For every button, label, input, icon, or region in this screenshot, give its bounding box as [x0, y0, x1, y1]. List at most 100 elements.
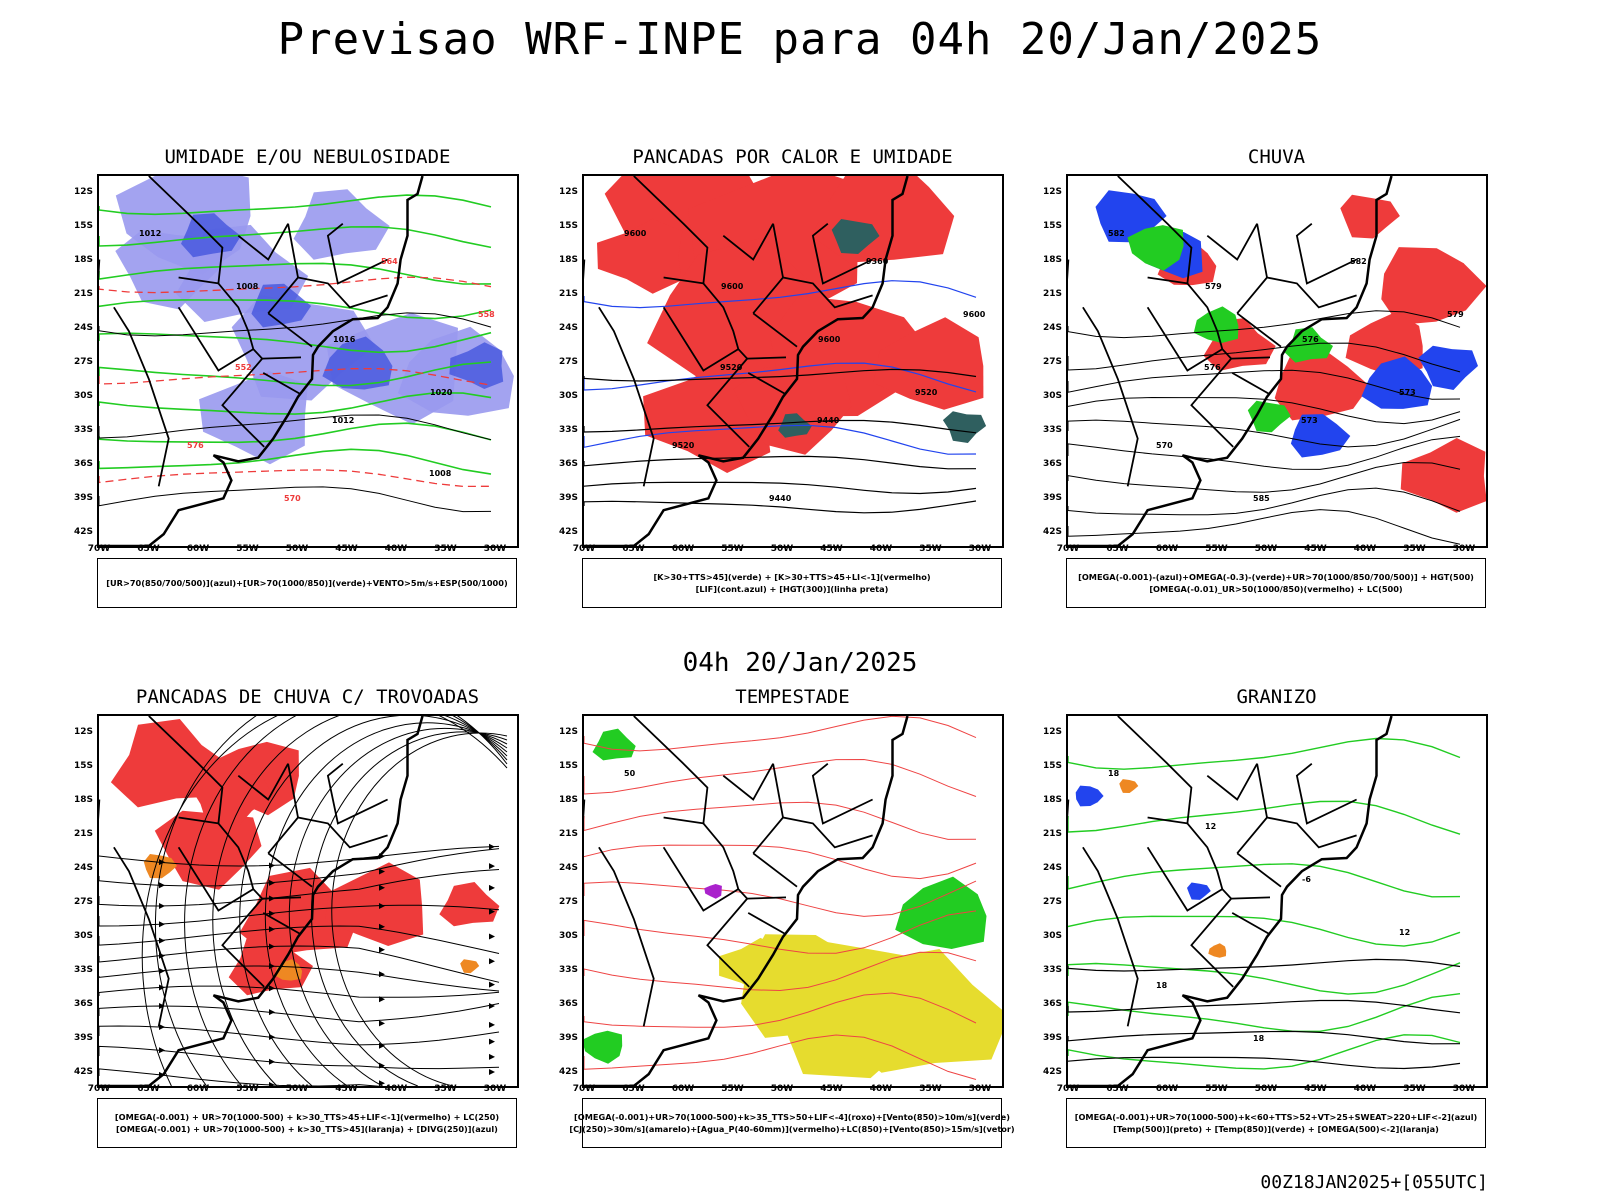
- longitude-tick-label: 60W: [671, 1084, 695, 1094]
- latitude-tick-label: 30S: [1042, 391, 1062, 401]
- political-border: [772, 763, 784, 818]
- kindex-area: [942, 411, 987, 443]
- humidity-low-contour: [99, 422, 492, 444]
- latitude-tick-label: 24S: [558, 863, 578, 873]
- omega-500-area: [1208, 943, 1227, 958]
- political-border: [747, 896, 787, 900]
- legend-box: [OMEGA(-0.001) + UR>70(1000-500) + k>30_…: [97, 1098, 517, 1148]
- latitude-tick-label: 39S: [73, 493, 93, 503]
- panel-title: GRANIZO: [1236, 686, 1317, 708]
- latitude-tick-label: 27S: [1042, 357, 1062, 367]
- latitude-tick-label: 12S: [1042, 187, 1062, 197]
- latitude-axis: 12S 15S 18S 21S 24S 27S 30S 33S 36S 39S 42S: [57, 174, 93, 548]
- political-border: [747, 372, 787, 396]
- latitude-tick-label: 39S: [558, 493, 578, 503]
- political-border: [148, 176, 224, 285]
- coastline: [584, 176, 909, 546]
- longitude-tick-label: 35W: [434, 544, 457, 554]
- contour-value-label: -6: [1302, 875, 1311, 884]
- humidity-upper-area: [199, 371, 308, 465]
- map-layers: 582 579 576 573 570 585 582 579 576 573: [1068, 176, 1486, 546]
- longitude-tick-label: 35W: [919, 1084, 942, 1094]
- longitude-tick-label: 50W: [1254, 1084, 1278, 1094]
- contour-value-label: 573: [1301, 416, 1318, 425]
- longitude-axis: 70W 65W 60W 55W 50W 45W 40W 35W 30W: [573, 1084, 1004, 1096]
- streamline-250: [141, 716, 508, 1086]
- longitude-tick-label: 45W: [820, 1084, 843, 1094]
- longitude-tick-label: 35W: [1403, 544, 1426, 554]
- longitude-tick-label: 60W: [1155, 1084, 1179, 1094]
- contour-value-label: 9520: [672, 441, 695, 450]
- political-border: [747, 356, 787, 360]
- precipitable-water-contour: [584, 992, 977, 1028]
- streamline-arrow: [269, 1081, 275, 1086]
- map-area: 18 12 -6 12 18 18: [1066, 714, 1488, 1088]
- map-canvas: 9600 9600 9600 9520 9520 9440 9360 9600 9520 9440: [584, 176, 987, 546]
- contour-value-label: 552: [235, 363, 252, 372]
- political-border: [662, 306, 739, 372]
- precipitable-water-contour: [584, 758, 977, 797]
- political-border: [1146, 846, 1223, 912]
- contour-value-label: 9600: [721, 282, 744, 291]
- political-border: [237, 223, 289, 261]
- streamline-arrow: [379, 1042, 385, 1049]
- streamline-arrow: [489, 1021, 495, 1028]
- political-border: [722, 223, 774, 261]
- map-area: [97, 714, 519, 1088]
- latitude-tick-label: 21S: [558, 289, 578, 299]
- temperature-850-contour: [1068, 737, 1461, 770]
- map-canvas: 18 12 -6 12 18 18: [1068, 716, 1461, 1086]
- latitude-tick-label: 27S: [558, 897, 578, 907]
- latitude-tick-label: 15S: [1042, 761, 1062, 771]
- latitude-axis: 12S 15S 18S 21S 24S 27S 30S 33S 36S 39S 42S: [1026, 714, 1062, 1088]
- pressure-contour: [99, 414, 492, 441]
- precipitable-water-contour: [584, 880, 977, 917]
- temperature-850-contour: [1068, 800, 1461, 835]
- political-border: [1256, 223, 1268, 278]
- political-border: [262, 896, 302, 900]
- contour-value-label: 9600: [963, 310, 986, 319]
- latitude-tick-label: 12S: [558, 727, 578, 737]
- latitude-tick-label: 21S: [73, 829, 93, 839]
- streamline-250: [184, 716, 508, 1086]
- humidity-core-area: [449, 342, 504, 389]
- political-border: [177, 846, 254, 912]
- longitude-tick-label: 30W: [968, 1084, 992, 1094]
- longitude-axis: 70W 65W 60W 55W 50W 45W 40W 35W 30W: [1057, 544, 1488, 556]
- longitude-tick-label: 40W: [869, 544, 893, 554]
- latitude-tick-label: 42S: [558, 527, 578, 537]
- panel-tempestade: TEMPESTADE 12S 15S 18S 21S 24S 27S 30S 33S 36S 39S…: [559, 686, 1015, 1166]
- latitude-tick-label: 36S: [1042, 459, 1062, 469]
- longitude-tick-label: 55W: [236, 1084, 259, 1094]
- map-canvas: 582 579 576 573 570 585 582 579 576 573: [1068, 176, 1486, 546]
- longitude-tick-label: 70W: [1056, 544, 1080, 554]
- longitude-tick-label: 70W: [1056, 1084, 1080, 1094]
- legend-line: [OMEGA(-0.001) + UR>70(1000-500) + k>30_…: [116, 1124, 498, 1134]
- streamline-arrow: [489, 1053, 495, 1060]
- rain-area: [1381, 247, 1486, 325]
- legend-line: [Temp(500)](preto) + [Temp(850)](verde) …: [1113, 1124, 1439, 1134]
- geopotential-contour: [1068, 487, 1461, 516]
- legend-box: [K>30+TTS>45](verde) + [K>30+TTS>45+LI<-…: [582, 558, 1002, 608]
- omega-area: [1290, 414, 1351, 458]
- political-border: [811, 762, 873, 825]
- streamline-arrow: [379, 884, 385, 891]
- contour-value-label: 50: [624, 769, 636, 778]
- map-layers: 9600 9600 9600 9520 9520 9440 9360 9600 9520 9440: [584, 176, 987, 546]
- longitude-tick-label: 65W: [622, 1084, 645, 1094]
- temperature-850-contour: [1068, 1034, 1461, 1070]
- political-border: [1231, 912, 1271, 936]
- contour-value-label: 573: [1399, 388, 1416, 397]
- thunderstorm-area: [154, 810, 262, 890]
- political-border: [267, 816, 388, 854]
- streamline-arrow: [269, 1058, 275, 1065]
- wind-850-area: [592, 728, 636, 761]
- political-border: [113, 846, 170, 1027]
- longitude-tick-label: 55W: [1205, 544, 1228, 554]
- geopotential-contour: [1068, 369, 1461, 400]
- latitude-tick-label: 12S: [558, 187, 578, 197]
- longitude-tick-label: 50W: [770, 1084, 794, 1094]
- streamline-arrow: [379, 996, 385, 1003]
- political-border: [1146, 306, 1223, 372]
- streamline-arrow: [269, 926, 275, 933]
